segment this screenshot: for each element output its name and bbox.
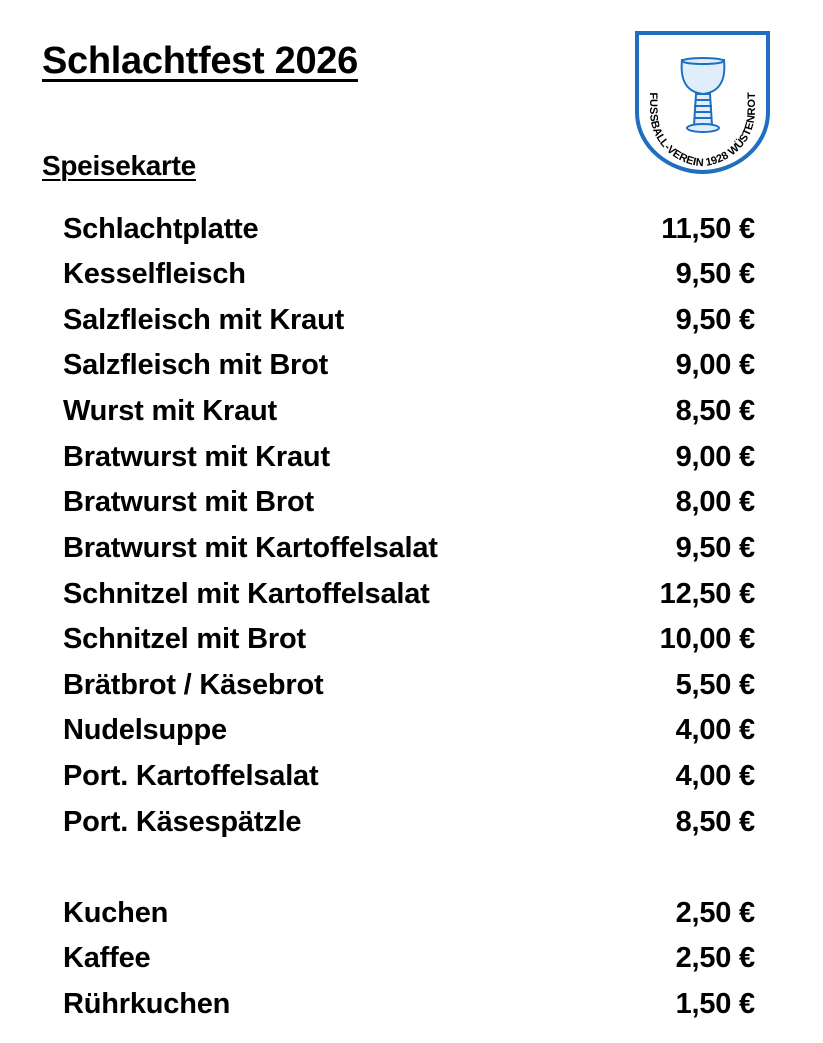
item-name: Kaffee [63, 941, 151, 974]
extra-item: Kaffee 2,50 € [63, 938, 755, 978]
item-name: Bratwurst mit Kraut [63, 440, 330, 473]
menu-item: Bratwurst mit Kraut 9,00 € [63, 437, 755, 477]
item-price: 8,00 € [675, 485, 756, 518]
menu-item: Schlachtplatte 11,50 € [63, 209, 755, 249]
item-name: Bratwurst mit Brot [63, 485, 314, 518]
item-price: 4,00 € [675, 713, 756, 746]
extra-item: Kuchen 2,50 € [63, 893, 755, 933]
item-price: 12,50 € [659, 577, 756, 610]
item-price: 9,00 € [675, 348, 756, 381]
item-price: 1,50 € [675, 987, 756, 1020]
menu-item: Kesselfleisch 9,50 € [63, 254, 755, 294]
item-name: Kuchen [63, 896, 169, 929]
item-price: 2,50 € [675, 941, 756, 974]
menu-item: Wurst mit Kraut 8,50 € [63, 391, 755, 431]
menu-item: Brätbrot / Käsebrot 5,50 € [63, 665, 755, 705]
item-price: 2,50 € [675, 896, 756, 929]
item-name: Nudelsuppe [63, 713, 227, 746]
menu-item: Port. Kartoffelsalat 4,00 € [63, 756, 755, 796]
item-name: Schnitzel mit Kartoffelsalat [63, 577, 430, 610]
page-title: Schlachtfest 2026 [42, 40, 358, 82]
menu-item: Salzfleisch mit Kraut 9,50 € [63, 300, 755, 340]
item-price: 11,50 € [661, 212, 755, 245]
menu-item: Bratwurst mit Brot 8,00 € [63, 482, 755, 522]
item-name: Schnitzel mit Brot [63, 622, 306, 655]
menu-item: Salzfleisch mit Brot 9,00 € [63, 345, 755, 385]
section-title: Speisekarte [42, 150, 196, 181]
item-price: 9,50 € [675, 257, 756, 290]
item-name: Port. Kartoffelsalat [63, 759, 319, 792]
item-name: Port. Käsespätzle [63, 805, 302, 838]
extra-item: Rührkuchen 1,50 € [63, 984, 755, 1024]
club-logo: FUSSBALL-VEREIN 1928 WÜSTENROT [635, 31, 770, 175]
menu-item: Port. Käsespätzle 8,50 € [63, 802, 755, 842]
item-name: Rührkuchen [63, 987, 231, 1020]
item-price: 5,50 € [675, 668, 756, 701]
item-name: Kesselfleisch [63, 257, 246, 290]
item-name: Schlachtplatte [63, 212, 259, 245]
item-price: 8,50 € [675, 394, 756, 427]
item-name: Wurst mit Kraut [63, 394, 277, 427]
item-name: Salzfleisch mit Brot [63, 348, 329, 381]
item-price: 10,00 € [659, 622, 756, 655]
item-price: 9,50 € [675, 531, 756, 564]
item-name: Brätbrot / Käsebrot [63, 668, 324, 701]
menu-item: Bratwurst mit Kartoffelsalat 9,50 € [63, 528, 755, 568]
item-price: 9,50 € [675, 303, 756, 336]
item-price: 4,00 € [675, 759, 756, 792]
menu-item: Schnitzel mit Kartoffelsalat 12,50 € [63, 574, 755, 614]
item-price: 9,00 € [675, 440, 756, 473]
item-name: Salzfleisch mit Kraut [63, 303, 345, 336]
goblet-icon [680, 57, 726, 133]
item-price: 8,50 € [675, 805, 756, 838]
item-name: Bratwurst mit Kartoffelsalat [63, 531, 438, 564]
menu-item: Nudelsuppe 4,00 € [63, 710, 755, 750]
menu-item: Schnitzel mit Brot 10,00 € [63, 619, 755, 659]
